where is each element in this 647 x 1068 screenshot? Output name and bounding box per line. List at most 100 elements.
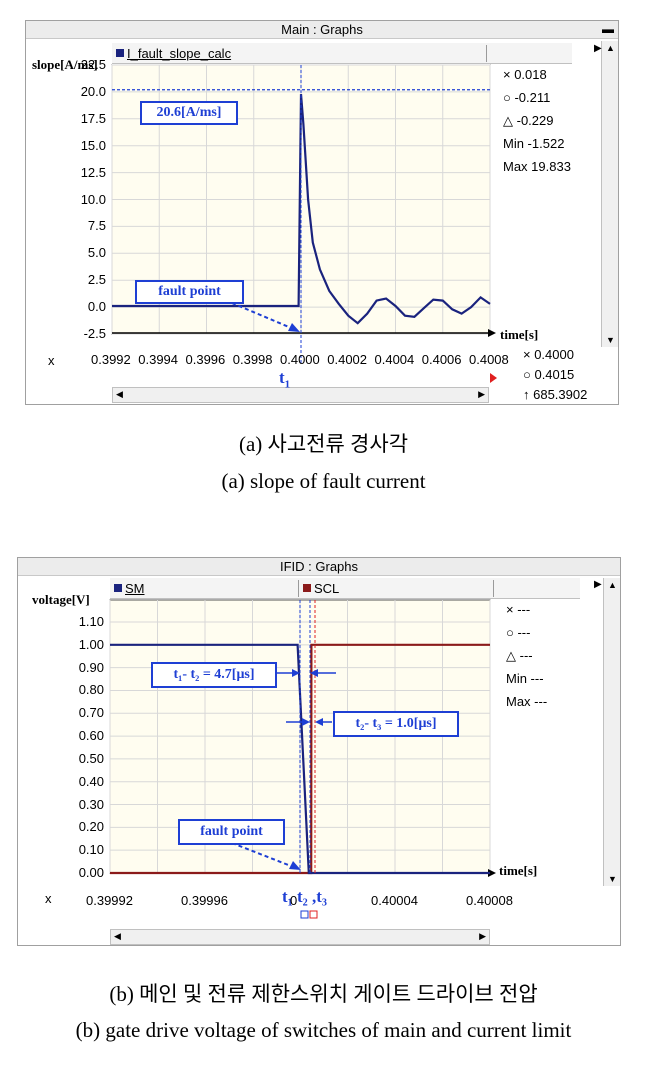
y-tick-label: 0.00	[78, 865, 104, 880]
legend-item[interactable]: SCL	[298, 580, 494, 597]
t1t2-arrowhead-right	[310, 669, 318, 677]
vertical-scrollbar[interactable]: ▲ ▼	[603, 578, 620, 886]
info-line: Max 19.833	[503, 159, 571, 174]
cursor-info-line: × 0.4000	[523, 347, 574, 362]
y-tick-label: 12.5	[80, 164, 106, 180]
info-line: Min -1.522	[503, 136, 565, 151]
fault-point-annotation-b: fault point	[178, 819, 285, 845]
info-line: △ ---	[506, 648, 533, 663]
y-tick-label: 22.5	[80, 57, 106, 72]
fault-point-annotation: fault point	[135, 280, 244, 304]
x-tick-label: 0.4002	[327, 352, 368, 367]
legend-label: I_fault_slope_calc	[127, 46, 232, 61]
x-tick-label: 0	[290, 893, 298, 908]
cursor-info-line: ↑ 685.3902	[523, 387, 588, 402]
info-line: × 0.018	[503, 67, 547, 82]
x-caption: x	[45, 891, 52, 906]
horizontal-scrollbar[interactable]: ◀ ▶	[110, 929, 490, 945]
scroll-right-icon[interactable]: ▶	[478, 389, 485, 399]
t2-t3-annotation: t₂- t₃ = 1.0[μs]	[333, 711, 459, 737]
x-axis-label: time[s]	[500, 327, 539, 342]
legend-label: SCL	[314, 581, 340, 596]
red-marker-icon	[490, 373, 497, 383]
y-tick-label: -2.5	[83, 326, 106, 341]
y-tick-label: 0.70	[78, 705, 104, 721]
marker-icon	[300, 910, 309, 919]
y-tick-label: 0.50	[78, 750, 104, 766]
y-tick-label: 0.80	[78, 682, 104, 698]
x-tick-label: 0.40004	[371, 893, 418, 908]
legend-swatch	[114, 584, 122, 592]
marker-icon	[309, 910, 318, 919]
x-tick-label: 0.40008	[466, 893, 513, 908]
panel-a-title: Main : Graphs ▬	[26, 21, 618, 39]
x-tick-label: 0.3998	[232, 352, 273, 367]
expand-icon[interactable]: ▶	[594, 579, 602, 590]
y-tick-label: 15.0	[80, 137, 106, 153]
fault-arrow-line-b	[231, 842, 297, 869]
y-tick-label: 0.40	[78, 773, 104, 789]
y-tick-label: 0.10	[78, 842, 104, 858]
y-tick-label: 0.60	[78, 728, 104, 744]
t1-label: t1	[279, 368, 291, 391]
y-tick-label: 0.30	[78, 796, 104, 812]
t2t3-arrowhead-left	[302, 718, 310, 726]
x-axis-arrow	[488, 869, 496, 877]
legend-swatch	[303, 584, 311, 592]
panel-a-legend-bar: I_fault_slope_calc	[112, 43, 572, 64]
x-tick-label: 0.4008	[469, 352, 509, 367]
caption-b-english: (b) gate drive voltage of switches of ma…	[75, 1018, 572, 1042]
fault-arrow-head-b	[289, 861, 301, 870]
x-axis-arrow	[488, 329, 496, 337]
x-tick-label: 0.3994	[138, 352, 179, 367]
info-line: ○ ---	[506, 625, 531, 640]
y-tick-label: 0.20	[78, 819, 104, 835]
y-tick-label: 1.10	[78, 614, 104, 629]
x-tick-label: 0.39996	[181, 893, 228, 908]
x-tick-label: 0.3992	[91, 352, 131, 367]
caption-b-korean: (b) 메인 및 전류 제한스위치 게이트 드라이브 전압	[109, 982, 538, 1006]
x-tick-label: 0.4004	[374, 352, 415, 367]
scroll-left-icon[interactable]: ◀	[116, 389, 123, 399]
legend-item[interactable]: I_fault_slope_calc	[112, 45, 487, 62]
series-line-sm	[110, 643, 490, 875]
info-line: △ -0.229	[503, 113, 554, 128]
horizontal-scrollbar[interactable]: ◀ ▶	[112, 387, 489, 403]
scroll-left-icon[interactable]: ◀	[114, 931, 121, 941]
vertical-scrollbar[interactable]: ▲ ▼	[601, 41, 618, 347]
scroll-right-icon[interactable]: ▶	[479, 931, 486, 941]
cursor-info-line: ○ 0.4015	[523, 367, 575, 382]
y-axis-label: voltage[V]	[32, 592, 90, 607]
y-tick-label: 0.90	[78, 659, 104, 675]
scroll-up-icon[interactable]: ▲	[608, 580, 617, 590]
minimize-button[interactable]: ▬	[602, 22, 614, 36]
info-line: Min ---	[506, 671, 544, 686]
y-tick-label: 5.0	[87, 245, 106, 261]
y-tick-label: 7.5	[87, 218, 106, 234]
info-line: ○ -0.211	[503, 90, 551, 105]
expand-icon[interactable]: ▶	[594, 43, 602, 54]
x-tick-label: 0.39992	[86, 893, 133, 908]
t1-t2-annotation: t₁- t₂ = 4.7[μs]	[151, 662, 277, 688]
series-line	[112, 94, 491, 325]
x-axis-label: time[s]	[499, 863, 538, 878]
y-tick-label: 1.00	[78, 636, 104, 652]
fault-arrow-line	[231, 302, 297, 331]
y-tick-label: 20.0	[80, 83, 106, 99]
legend-label: SM	[125, 581, 145, 596]
info-line: Max ---	[506, 694, 548, 709]
scroll-down-icon[interactable]: ▼	[608, 874, 617, 884]
series-line-scl	[110, 643, 490, 875]
y-tick-label: 2.5	[87, 272, 106, 288]
scroll-up-icon[interactable]: ▲	[606, 43, 615, 53]
x-tick-label: 0.4006	[421, 352, 462, 367]
y-axis-label: slope[A/ms]	[32, 57, 98, 72]
scroll-down-icon[interactable]: ▼	[606, 335, 615, 345]
legend-swatch	[116, 49, 124, 57]
caption-a-korean: (a) 사고전류 경사각	[238, 432, 409, 456]
y-tick-label: 10.0	[80, 191, 106, 207]
caption-a-english: (a) slope of fault current	[221, 469, 426, 493]
x-caption: x	[48, 353, 55, 368]
x-tick-label: 0.3996	[185, 352, 226, 367]
fault-arrow-head	[288, 323, 300, 332]
